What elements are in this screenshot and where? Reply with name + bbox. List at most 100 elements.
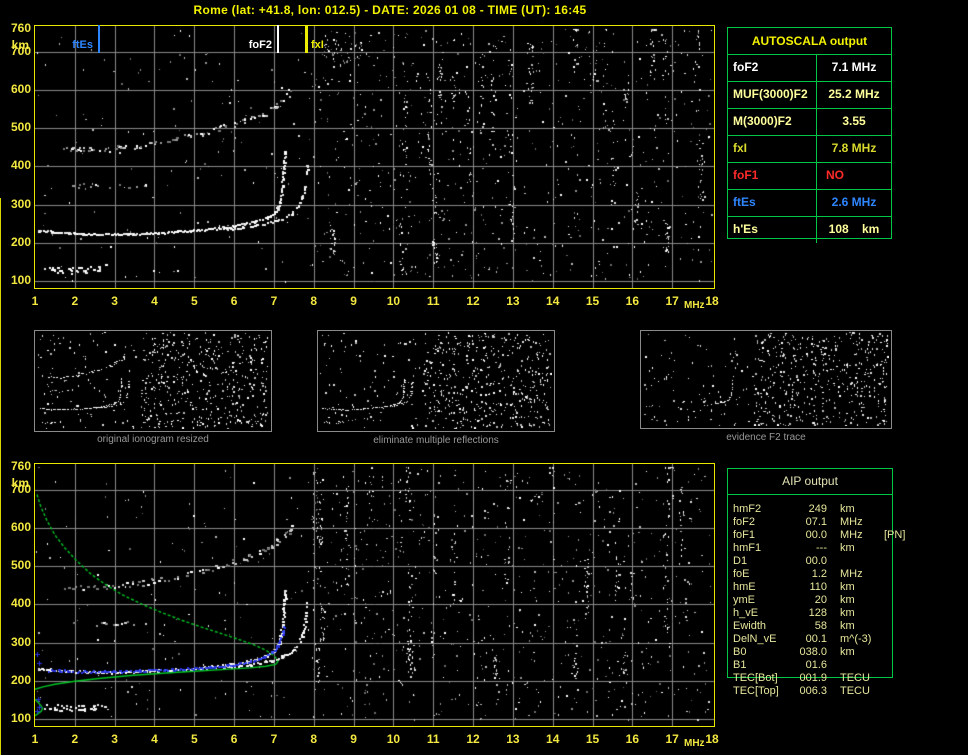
autoscala-row-label: MUF(3000)F2 [728, 82, 817, 108]
autoscala-row-label: M(3000)F2 [728, 109, 817, 135]
x-axis-tick: 1 [31, 732, 39, 746]
thumbnail-caption-original: original ionogram resized [97, 434, 209, 445]
aip-row-value: 249 [808, 503, 827, 515]
x-axis-tick: 12 [466, 294, 480, 308]
aip-row-tectop: TEC[Top] 006.3 TECU [733, 685, 963, 698]
aip-row-value: 58 [814, 620, 827, 632]
aip-row-delnve: DelN_vE 00.1 m^(-3) [733, 633, 963, 646]
marker-line-ftes [98, 25, 100, 53]
aip-table-rows: hmF2 249 km foF2 07.1 MHz foF1 00.0 MHz [PN] hmF1 -… [733, 503, 963, 698]
autoscala-table-rows: foF2 7.1 MHz MUF(3000)F2 25.2 MHz M(3000)F2 3… [728, 55, 891, 243]
aip-row-unit: km [840, 581, 855, 593]
y-axis-tick: 500 [10, 120, 31, 135]
marker-label-ftes: ftEs [72, 39, 93, 51]
x-axis-tick: 6 [230, 732, 238, 746]
autoscala-row-value: 3.55 [842, 114, 866, 128]
x-axis-tick: 5 [190, 294, 198, 308]
x-axis-tick: 17 [665, 294, 679, 308]
aip-row-value: 001.9 [799, 672, 827, 684]
aip-row-unit: TECU [840, 672, 870, 684]
aip-row-hmf1: hmF1 --- km [733, 542, 963, 555]
aip-row-name: B1 [733, 659, 747, 671]
y-axis-tick: 200 [10, 234, 31, 249]
x-axis-unit: MHz [684, 300, 705, 311]
y-axis-tick: 300 [10, 634, 31, 649]
autoscala-row-value: 25.2 MHz [828, 87, 880, 101]
aip-row-unit: m^(-3) [840, 633, 872, 645]
aip-row-value: 006.3 [799, 685, 827, 697]
ionogram-canvas-bottom [35, 464, 714, 726]
aip-row-unit: TECU [840, 685, 870, 697]
aip-row-value: 07.1 [805, 516, 827, 528]
marker-label-fof2: foF2 [248, 39, 272, 51]
aip-row-b0: B0 038.0 km [733, 646, 963, 659]
autoscala-row-m3000f2: M(3000)F2 3.55 [728, 109, 891, 136]
y-axis-tick: 700 [10, 481, 31, 496]
aip-row-hve: h_vE 128 km [733, 607, 963, 620]
x-axis-tick: 16 [625, 294, 640, 308]
x-axis-tick: 14 [546, 732, 560, 746]
ionogram-plot-bottom [34, 463, 715, 727]
aip-row-name: D1 [733, 555, 748, 567]
aip-row-unit [840, 555, 882, 568]
y-axis-tick: 700 [10, 43, 31, 58]
y-axis-tick: 100 [10, 273, 31, 287]
y-axis-tick: 400 [10, 596, 31, 611]
x-axis-tick: 8 [310, 732, 318, 746]
y-axis-tick: 500 [10, 558, 31, 573]
x-axis-tick: 7 [270, 294, 278, 308]
aip-row-value: 110 [809, 581, 827, 593]
x-axis-tick: 15 [585, 294, 600, 308]
aip-row-unit: km [840, 620, 855, 632]
aip-row-name: TEC[Top] [733, 685, 779, 697]
aip-output-table: AIP output [727, 468, 893, 678]
x-axis-tick: 6 [230, 294, 238, 308]
autoscala-row-fof1: foF1 NO [728, 163, 891, 190]
aip-row-value: 00.0 [805, 529, 827, 541]
aip-row-extra: [PN] [884, 529, 906, 541]
thumbnail-eliminate-reflections [317, 330, 555, 432]
aip-row-value: --- [816, 542, 827, 554]
aip-row-name: ymE [733, 594, 755, 606]
aip-row-unit: km [840, 542, 855, 554]
y-axis-tick: 200 [10, 672, 31, 687]
marker-line-fof2 [277, 25, 279, 53]
autoscala-row-value: 108 km [828, 222, 880, 236]
autoscala-output-table: AUTOSCALA output foF2 7.1 MHz MUF(3000)F2 2… [727, 27, 892, 243]
aip-row-name: h_vE [733, 607, 759, 619]
aip-row-value: 1.2 [811, 568, 827, 580]
x-axis-tick: 12 [466, 732, 480, 746]
aip-row-unit: km [840, 646, 855, 658]
autoscala-table-header: AUTOSCALA output [728, 28, 891, 55]
y-axis-tick: 400 [10, 158, 31, 173]
aip-row-name: hmE [733, 581, 756, 593]
aip-row-unit: km [840, 594, 855, 606]
aip-row-unit [840, 659, 882, 672]
aip-row-hme: hmE 110 km [733, 581, 963, 594]
window-left-edge [0, 198, 1, 755]
aip-row-name: Ewidth [733, 620, 767, 632]
aip-row-value: 038.0 [799, 646, 827, 658]
aip-row-value: 00.1 [805, 633, 827, 645]
x-axis-tick: 2 [71, 294, 79, 308]
x-axis-tick: 17 [665, 732, 679, 746]
x-axis-tick: 11 [426, 294, 440, 308]
aip-row-value: 20 [814, 594, 827, 606]
ionogram-plot-top [34, 25, 715, 289]
x-axis-tick: 2 [71, 732, 79, 746]
y-axis-tick: 600 [10, 520, 31, 535]
x-axis-tick: 9 [350, 732, 357, 746]
aip-table-header: AIP output [728, 469, 892, 495]
aip-row-name: B0 [733, 646, 747, 658]
thumbnail-original-ionogram [34, 330, 272, 432]
autoscala-row-label: fxI [728, 136, 817, 162]
autoscala-row-muf3000f2: MUF(3000)F2 25.2 MHz [728, 82, 891, 109]
x-axis-tick: 9 [350, 294, 357, 308]
thumbnail-caption-eliminate: eliminate multiple reflections [373, 435, 499, 446]
y-axis-tick: 100 [10, 711, 31, 725]
y-axis-tick: 760 [10, 459, 31, 473]
y-axis-unit: km [11, 38, 29, 52]
thumbnail-eliminate-canvas [318, 331, 552, 429]
aip-row-value: 01.6 [805, 659, 827, 671]
aip-row-unit: MHz [840, 516, 863, 528]
